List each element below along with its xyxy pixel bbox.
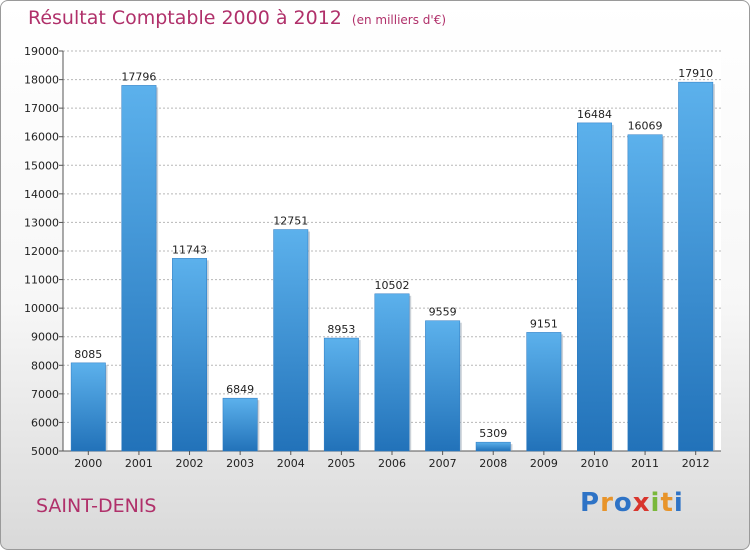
- data-label: 11743: [172, 243, 207, 256]
- x-tick-label: 2003: [226, 457, 254, 470]
- bar-2002: [172, 258, 207, 452]
- x-tick-label: 2011: [631, 457, 659, 470]
- data-label: 9151: [530, 317, 558, 330]
- data-label: 8953: [327, 323, 355, 336]
- bar-2010: [577, 122, 612, 452]
- bar-2007: [425, 320, 461, 452]
- y-tick-label: 7000: [31, 388, 59, 401]
- x-tick-label: 2004: [277, 457, 305, 470]
- x-tick-label: 2008: [479, 457, 507, 470]
- y-tick-label: 16000: [24, 131, 59, 144]
- x-tick-label: 2006: [378, 457, 406, 470]
- bar-2000: [70, 362, 106, 452]
- logo-letter: i: [673, 488, 684, 518]
- y-tick-label: 9000: [31, 331, 59, 344]
- proxiti-logo: Proxiti: [580, 488, 684, 518]
- bar-2008: [475, 441, 511, 452]
- x-tick-label: 2009: [530, 457, 558, 470]
- data-label: 8085: [74, 348, 102, 361]
- logo-letter: x: [632, 488, 651, 518]
- y-tick-label: 5000: [31, 445, 59, 458]
- chart-title: Résultat Comptable 2000 à 2012 (en millie…: [28, 7, 446, 29]
- x-tick-label: 2005: [327, 457, 355, 470]
- data-label: 12751: [273, 215, 308, 228]
- bar-2004: [273, 229, 309, 452]
- y-tick-label: 15000: [24, 159, 59, 172]
- logo-letter: i: [650, 488, 661, 518]
- x-tick-label: 2010: [580, 457, 608, 470]
- y-tick-label: 19000: [24, 45, 59, 58]
- data-label: 9559: [429, 306, 457, 319]
- y-tick-label: 11000: [24, 274, 59, 287]
- bar-2009: [526, 332, 562, 452]
- x-tick-label: 2007: [429, 457, 457, 470]
- logo-letter: o: [613, 488, 633, 518]
- x-tick-label: 2002: [176, 457, 204, 470]
- data-label: 6849: [226, 383, 254, 396]
- data-label: 16484: [577, 108, 612, 121]
- y-tick-label: 17000: [24, 102, 59, 115]
- y-tick-label: 12000: [24, 245, 59, 258]
- y-tick-label: 6000: [31, 416, 59, 429]
- y-tick-label: 10000: [24, 302, 59, 315]
- bar-2001: [121, 85, 157, 452]
- chart-title-main: Résultat Comptable 2000 à 2012: [28, 7, 342, 29]
- x-tick-label: 2012: [682, 457, 710, 470]
- data-label: 5309: [479, 427, 507, 440]
- x-tick-label: 2000: [74, 457, 102, 470]
- logo-letter: t: [660, 488, 674, 518]
- y-tick-label: 18000: [24, 74, 59, 87]
- y-tick-label: 14000: [24, 188, 59, 201]
- data-label: 10502: [375, 279, 410, 292]
- bar-2012: [678, 81, 714, 452]
- y-tick-label: 8000: [31, 359, 59, 372]
- logo-letter: r: [600, 488, 614, 518]
- bar-2005: [323, 337, 359, 452]
- bar-2011: [627, 134, 663, 452]
- x-tick-label: 2001: [125, 457, 153, 470]
- data-label: 17796: [121, 70, 156, 83]
- y-tick-label: 13000: [24, 216, 59, 229]
- logo-letter: P: [580, 488, 601, 518]
- data-label: 16069: [628, 120, 663, 133]
- city-name: SAINT-DENIS: [36, 495, 157, 517]
- data-label: 17910: [678, 67, 713, 80]
- bar-2003: [222, 397, 258, 452]
- bar-2006: [374, 293, 410, 452]
- chart-subtitle: (en milliers d'€): [351, 13, 447, 27]
